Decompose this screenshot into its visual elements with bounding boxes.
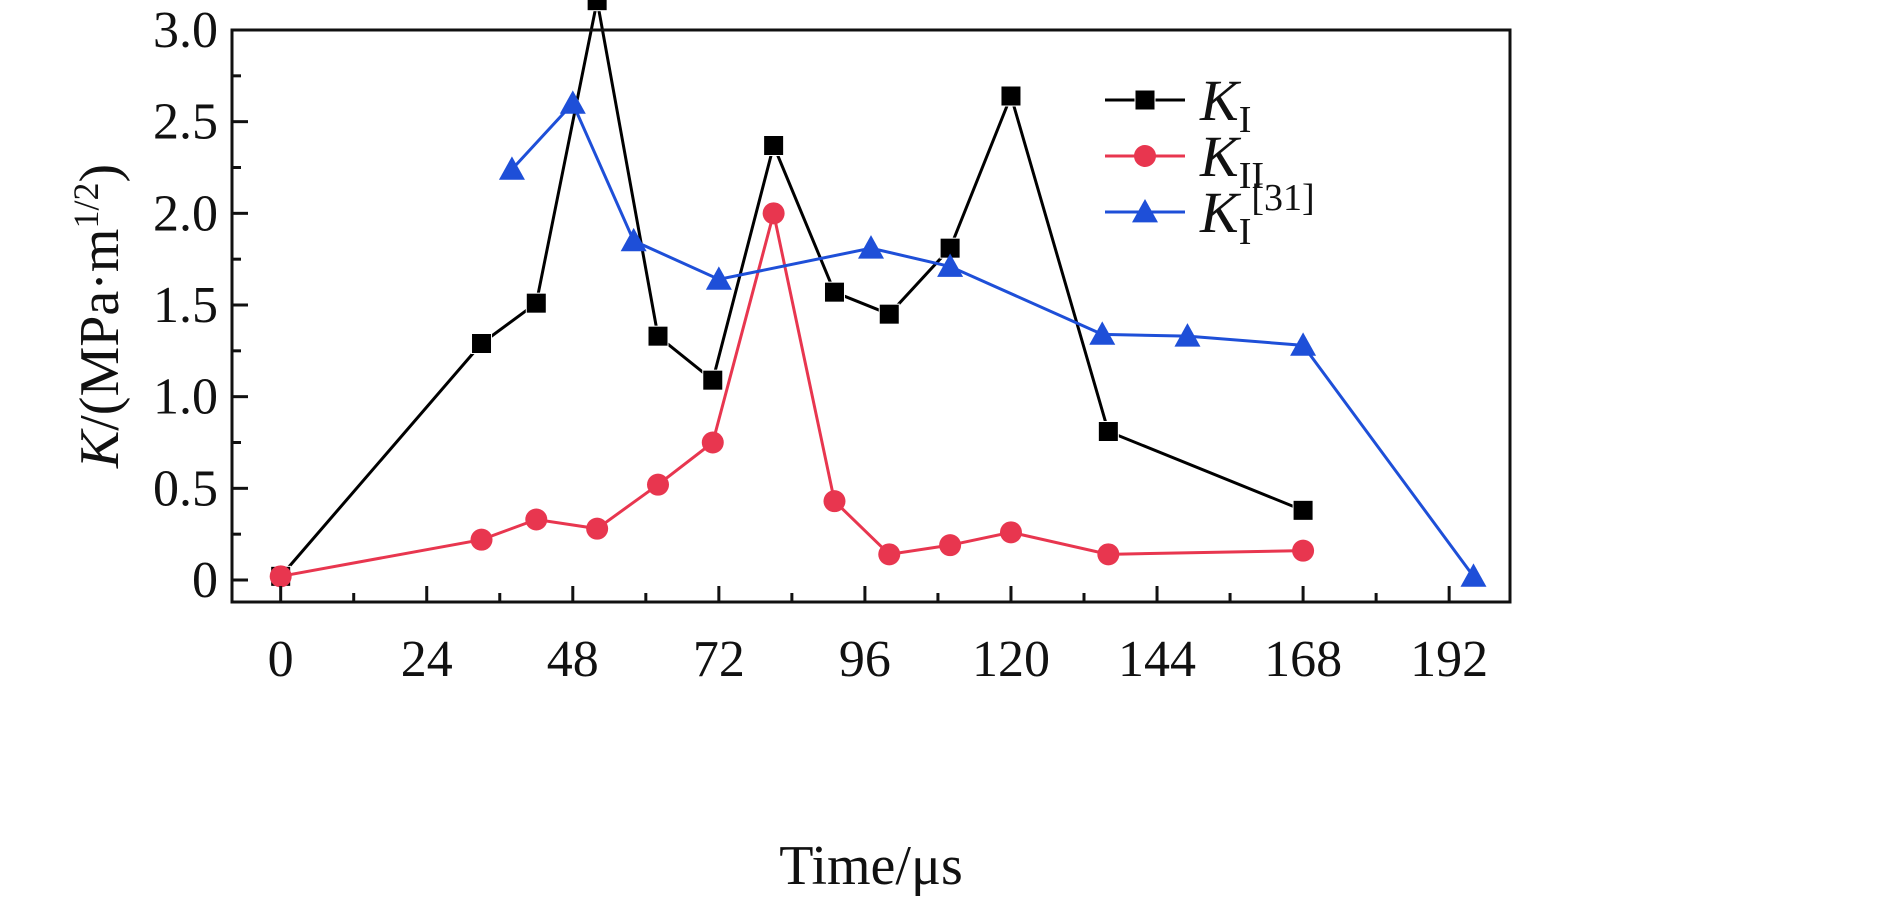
legend-label: KII: [1199, 124, 1264, 197]
series-2: [269, 202, 1315, 588]
data-point: [705, 266, 732, 290]
data-point: [1174, 323, 1201, 347]
series-line: [510, 100, 1475, 578]
legend-marker: [1134, 89, 1156, 111]
x-tick-label: 144: [1118, 631, 1196, 688]
data-point: [647, 473, 669, 496]
legend-item: KI: [1105, 68, 1251, 141]
data-point: [1089, 321, 1116, 345]
data-point: [1460, 563, 1487, 587]
x-tick-label: 0: [268, 631, 294, 688]
data-point: [823, 490, 846, 513]
x-tick-label: 120: [972, 631, 1050, 688]
y-tick-label: 1.0: [153, 369, 218, 426]
data-point: [763, 135, 785, 156]
data-point: [999, 521, 1022, 544]
data-point: [470, 528, 493, 551]
y-tick-label: 2.5: [153, 94, 218, 151]
series-1: [270, 0, 1314, 587]
series-3: [498, 90, 1487, 587]
legend-marker: [1134, 145, 1156, 167]
data-point: [937, 253, 964, 277]
legend-marker: [1132, 199, 1158, 223]
data-point: [823, 281, 845, 303]
y-tick-label: 1.5: [153, 277, 218, 334]
data-point: [858, 235, 884, 259]
data-point: [1097, 421, 1119, 442]
data-point: [1097, 543, 1120, 566]
data-point: [1000, 85, 1022, 107]
legend-item: KI[31]: [1105, 177, 1315, 253]
data-point: [878, 303, 900, 325]
data-point: [702, 369, 724, 391]
data-point: [525, 508, 548, 531]
series-layer: [269, 0, 1487, 588]
plot-frame: [230, 28, 1512, 604]
y-axis-title-unit: /(MPa·m: [69, 229, 131, 431]
legend-label: KI[31]: [1199, 177, 1315, 253]
data-point: [1292, 539, 1315, 562]
data-point: [471, 333, 493, 354]
y-axis-title: K/(MPa·m1/2): [66, 164, 131, 469]
y-tick-label: 0.5: [153, 460, 218, 517]
data-point: [647, 325, 669, 347]
legend-item: KII: [1105, 124, 1264, 197]
x-tick-label: 168: [1264, 631, 1342, 688]
data-point: [701, 431, 724, 454]
data-point: [878, 543, 901, 566]
y-axis-title-symbol: K: [69, 428, 131, 469]
legend-label: KI: [1199, 68, 1251, 141]
data-point: [939, 534, 962, 557]
x-tick-label: 192: [1410, 631, 1488, 688]
data-point: [586, 0, 608, 12]
x-tick-label: 24: [401, 631, 453, 688]
x-tick-label: 96: [839, 631, 891, 688]
ticks-layer: 0 24 48 72 96 120 144 168 192 0 0.5 1.0 1.5 2.0 2.5 3.0: [153, 2, 1488, 688]
x-tick-label: 72: [693, 631, 745, 688]
data-point: [586, 517, 609, 540]
data-point: [1290, 332, 1317, 356]
data-point: [525, 292, 547, 314]
data-point: [498, 156, 525, 180]
y-axis-title-close: ): [69, 164, 131, 183]
x-axis-title: Time/μs: [779, 835, 963, 897]
data-point: [620, 227, 647, 252]
y-axis-title-exponent: 1/2: [66, 183, 106, 229]
y-tick-label: 2.0: [153, 185, 218, 242]
data-point: [559, 90, 586, 114]
data-point: [1292, 499, 1314, 521]
data-point: [269, 565, 292, 588]
data-point: [762, 202, 785, 225]
y-tick-label: 0: [192, 552, 218, 609]
x-tick-label: 48: [547, 631, 599, 688]
y-tick-label: 3.0: [153, 2, 218, 59]
